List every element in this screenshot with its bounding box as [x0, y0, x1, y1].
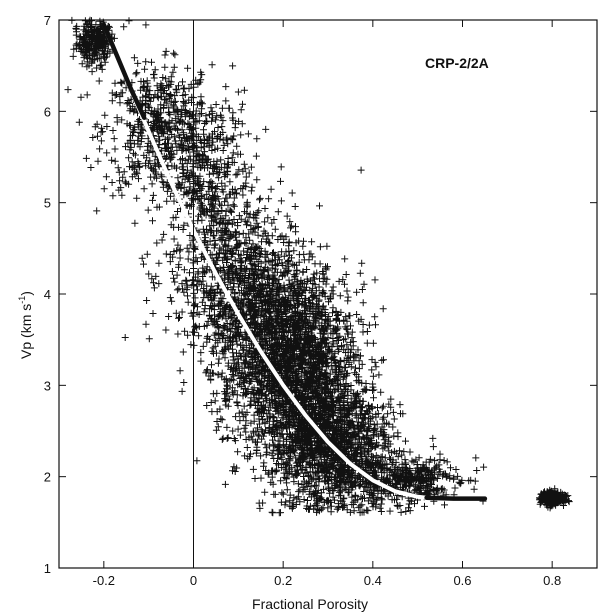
y-axis-label-close: ) — [18, 291, 34, 296]
ticks: -0.2 0 0.2 0.4 0.6 0.8 1 2 3 4 5 6 7 — [44, 13, 597, 588]
y-tick-label: 3 — [44, 378, 51, 393]
fit-curves — [101, 22, 488, 501]
y-tick-label: 5 — [44, 196, 51, 211]
y-tick-label: 1 — [44, 561, 51, 576]
scatter-points — [64, 16, 573, 517]
y-axis-label-main: Vp (km s — [18, 304, 34, 359]
chart-annotation: CRP-2/2A — [425, 55, 489, 71]
scatter-markers — [64, 16, 573, 517]
x-tick-label: 0.2 — [274, 573, 292, 588]
fit-curve-black-upper — [101, 22, 147, 120]
y-tick-label: 6 — [44, 104, 51, 119]
fit-curve-black-tail — [424, 495, 488, 501]
x-tick-label: 0.6 — [453, 573, 471, 588]
y-tick-label: 4 — [44, 287, 51, 302]
x-tick-label: 0.4 — [364, 573, 382, 588]
x-tick-label: -0.2 — [93, 573, 115, 588]
fit-curve-white — [101, 22, 429, 500]
x-tick-label: 0 — [190, 573, 197, 588]
y-axis-label: Vp (km s-1) — [17, 291, 34, 359]
y-tick-label: 7 — [44, 13, 51, 28]
y-tick-label: 2 — [44, 470, 51, 485]
x-tick-label: 0.8 — [543, 573, 561, 588]
y-axis-label-sup: -1 — [17, 296, 27, 304]
x-axis-label: Fractional Porosity — [252, 596, 368, 612]
